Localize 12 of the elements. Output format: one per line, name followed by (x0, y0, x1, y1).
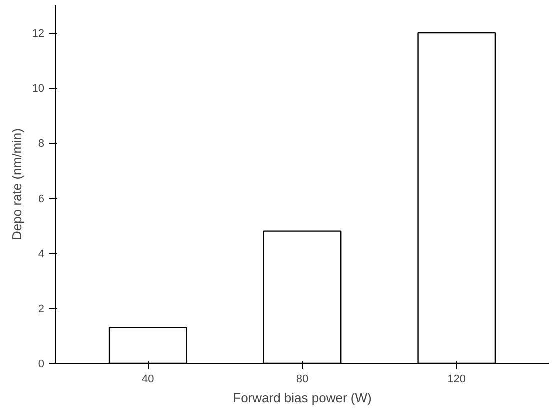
y-tick-label: 10 (32, 83, 45, 96)
x-tick-label: 40 (142, 374, 154, 386)
x-tick-label: 120 (448, 374, 466, 386)
y-axis-title: Depo rate (nm/min) (9, 128, 24, 240)
y-tick-label: 4 (38, 248, 45, 260)
x-axis-title: Forward bias power (W) (233, 390, 372, 406)
y-tick-label: 12 (32, 28, 45, 40)
y-tick-label: 6 (38, 193, 45, 206)
y-tick-label: 0 (38, 358, 45, 370)
x-tick-label: 80 (296, 374, 309, 386)
y-tick-label: 2 (38, 303, 45, 316)
y-tick-label: 8 (38, 138, 45, 150)
